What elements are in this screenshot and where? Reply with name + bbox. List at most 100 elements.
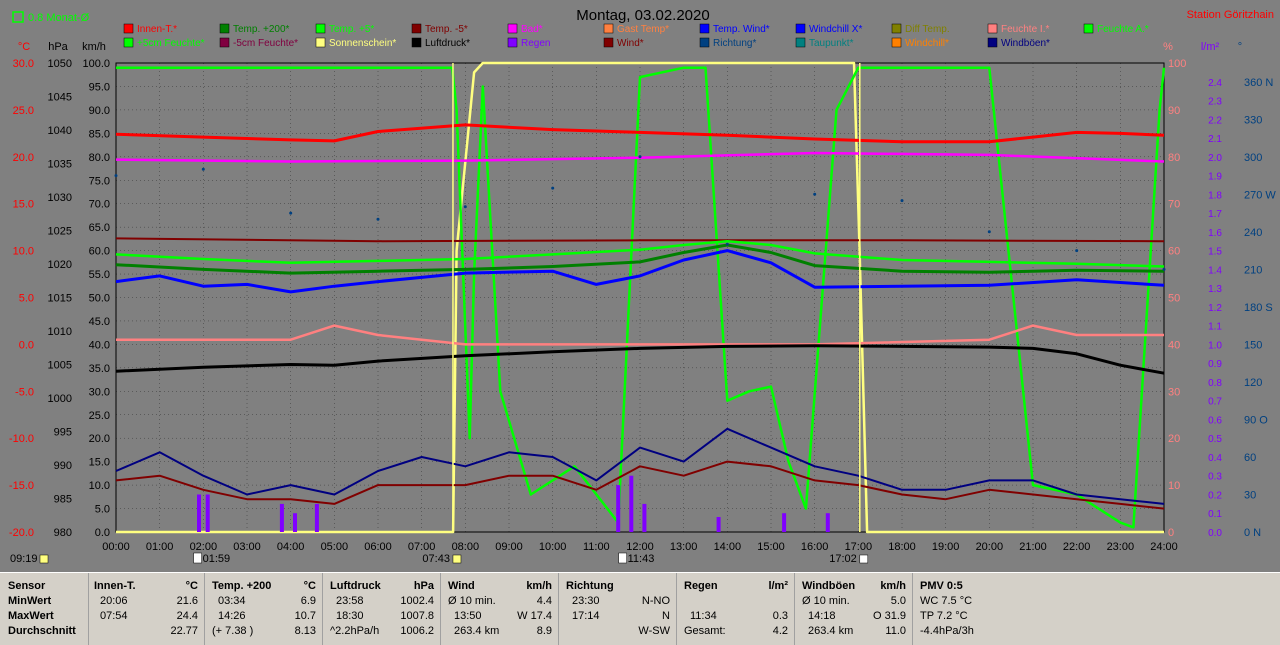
- rain-tick-label: 1.7: [1208, 209, 1222, 220]
- legend-label: Temp. Wind*: [713, 24, 770, 35]
- legend-label: +5cm Feuchte*: [137, 38, 205, 49]
- legend-label: Sonnenschein*: [329, 38, 396, 49]
- stats-press-trend: ^2.2hPa/h: [330, 625, 380, 637]
- kmh-tick-label: 20.0: [89, 433, 110, 445]
- legend-label: Luftdruck*: [425, 38, 470, 49]
- hpa-tick-label: 1020: [48, 259, 72, 271]
- direction-point: [1075, 249, 1079, 253]
- stats-press-min-val: 1002.4: [400, 595, 434, 607]
- temp-axis-unit: °C: [18, 41, 30, 53]
- legend-label: Taupunkt*: [809, 38, 854, 49]
- rain-tick-label: 2.4: [1208, 78, 1222, 89]
- legend-swatch: [795, 37, 806, 48]
- kmh-tick-label: 35.0: [89, 363, 110, 375]
- rain-bar: [205, 494, 210, 532]
- stats-col-temp: Temp. +200 °C 03:34 6.9 14:26 10.7 (+ 7.…: [204, 573, 323, 645]
- hpa-tick-label: 985: [54, 494, 72, 506]
- kmh-tick-label: 0.0: [95, 527, 110, 539]
- stats-pmv-r1: WC 7.5 °C: [920, 595, 973, 607]
- legend-swatch: [315, 37, 326, 48]
- pct-tick-label: 60: [1168, 246, 1180, 258]
- time-tick-label: 20:00: [976, 541, 1004, 553]
- series-line: [115, 243, 1165, 275]
- rain-bar: [642, 503, 647, 532]
- time-tick-label: 18:00: [888, 541, 916, 553]
- temp-tick-label: -5.0: [15, 386, 34, 398]
- rain-tick-label: 1.2: [1208, 303, 1222, 314]
- month-avg-icon: [12, 11, 24, 23]
- stats-press-min-time: 23:58: [336, 595, 364, 607]
- series-line: [115, 460, 1165, 510]
- stats-rain-r2-label: 11:34: [690, 610, 717, 622]
- dir-tick-label: 90 O: [1244, 414, 1268, 426]
- kmh-tick-label: 60.0: [89, 246, 110, 258]
- stats-panel: Sensor MinWert MaxWert Durchschnitt Inne…: [0, 572, 1280, 645]
- dir-tick-label: 150: [1244, 339, 1262, 351]
- stats-col-rain: Regen l/m² 11:34 0.3 Gesamt: 4.2: [676, 573, 795, 645]
- stats-gust-r3-val: 11.0: [885, 625, 906, 637]
- event-start-label: 09:19: [10, 553, 38, 565]
- time-tick-label: 10:00: [539, 541, 567, 553]
- direction-point: [114, 174, 118, 178]
- stats-label-avg: Durchschnitt: [8, 625, 76, 637]
- stats-col-wind: Wind km/h Ø 10 min. 4.4 13:50 W 17.4 263…: [440, 573, 559, 645]
- kmh-tick-label: 5.0: [95, 504, 110, 516]
- time-tick-label: 15:00: [757, 541, 785, 553]
- kmh-tick-label: 100.0: [82, 58, 110, 70]
- temp-tick-label: -20.0: [9, 527, 34, 539]
- kmh-tick-label: 25.0: [89, 410, 110, 422]
- stats-wind-title: Wind: [448, 580, 475, 592]
- stats-gust-unit: km/h: [880, 580, 906, 592]
- direction-point: [551, 186, 555, 190]
- series-line: [115, 427, 1165, 505]
- time-tick-label: 08:00: [452, 541, 480, 553]
- pct-tick-label: 30: [1168, 386, 1180, 398]
- time-tick-label: 17:00: [845, 541, 873, 553]
- direction-point: [900, 199, 904, 203]
- sunset-label: 17:02: [829, 553, 857, 565]
- legend-swatch: [795, 23, 806, 34]
- rain-tick-label: 2.2: [1208, 115, 1222, 126]
- hpa-tick-label: 980: [54, 527, 72, 539]
- direction-point: [1162, 267, 1166, 271]
- pct-tick-label: 0: [1168, 527, 1174, 539]
- stats-wind-r3-val: 8.9: [536, 625, 552, 637]
- stats-innen-max-time: 07:54: [100, 610, 128, 622]
- direction-point: [725, 242, 729, 246]
- legend-label: Gast Temp*: [617, 24, 669, 35]
- legend-swatch: [411, 37, 422, 48]
- stats-col-pmv: PMV 0:5 WC 7.5 °C TP 7.2 °C -4.4hPa/3h: [912, 573, 1052, 645]
- legend-label: Windchill*: [905, 38, 949, 49]
- kmh-axis-unit: km/h: [82, 41, 106, 53]
- kmh-tick-label: 30.0: [89, 386, 110, 398]
- series-line: [116, 324, 1164, 346]
- stats-press-max-val: 1007.8: [400, 610, 434, 622]
- stats-rain-unit: l/m²: [768, 580, 788, 592]
- time-tick-label: 24:00: [1150, 541, 1178, 553]
- time-tick-label: 02:00: [190, 541, 218, 553]
- stats-innen-unit: °C: [185, 580, 198, 592]
- rain-tick-label: 1.5: [1208, 247, 1222, 258]
- time-tick-label: 13:00: [670, 541, 698, 553]
- hpa-axis-unit: hPa: [48, 41, 68, 53]
- stats-rain-r2-val: 0.3: [772, 610, 788, 622]
- stats-wind-r1-label: Ø 10 min.: [448, 595, 496, 607]
- stats-rain-r3-val: 4.2: [772, 625, 788, 637]
- stats-temp-unit: °C: [303, 580, 316, 592]
- legend-label: Temp. +200*: [233, 24, 290, 35]
- rain-bar: [293, 513, 297, 532]
- hpa-tick-label: 1005: [48, 360, 72, 372]
- moonset-label: 11:43: [628, 553, 655, 565]
- stats-dir-r2-label: 17:14: [572, 610, 600, 622]
- temp-tick-label: 20.0: [13, 152, 34, 164]
- legend-swatch: [699, 23, 710, 34]
- rain-tick-label: 0.5: [1208, 434, 1222, 445]
- legend-swatch: [603, 37, 614, 48]
- direction-point: [987, 230, 991, 234]
- stats-gust-r2-label: 14:18: [808, 610, 836, 622]
- stats-innen-min-val: 21.6: [176, 595, 198, 607]
- time-tick-label: 07:00: [408, 541, 436, 553]
- legend-label: Richtung*: [713, 38, 756, 49]
- stats-press-avg: 1006.2: [400, 625, 434, 637]
- kmh-tick-label: 85.0: [89, 128, 110, 140]
